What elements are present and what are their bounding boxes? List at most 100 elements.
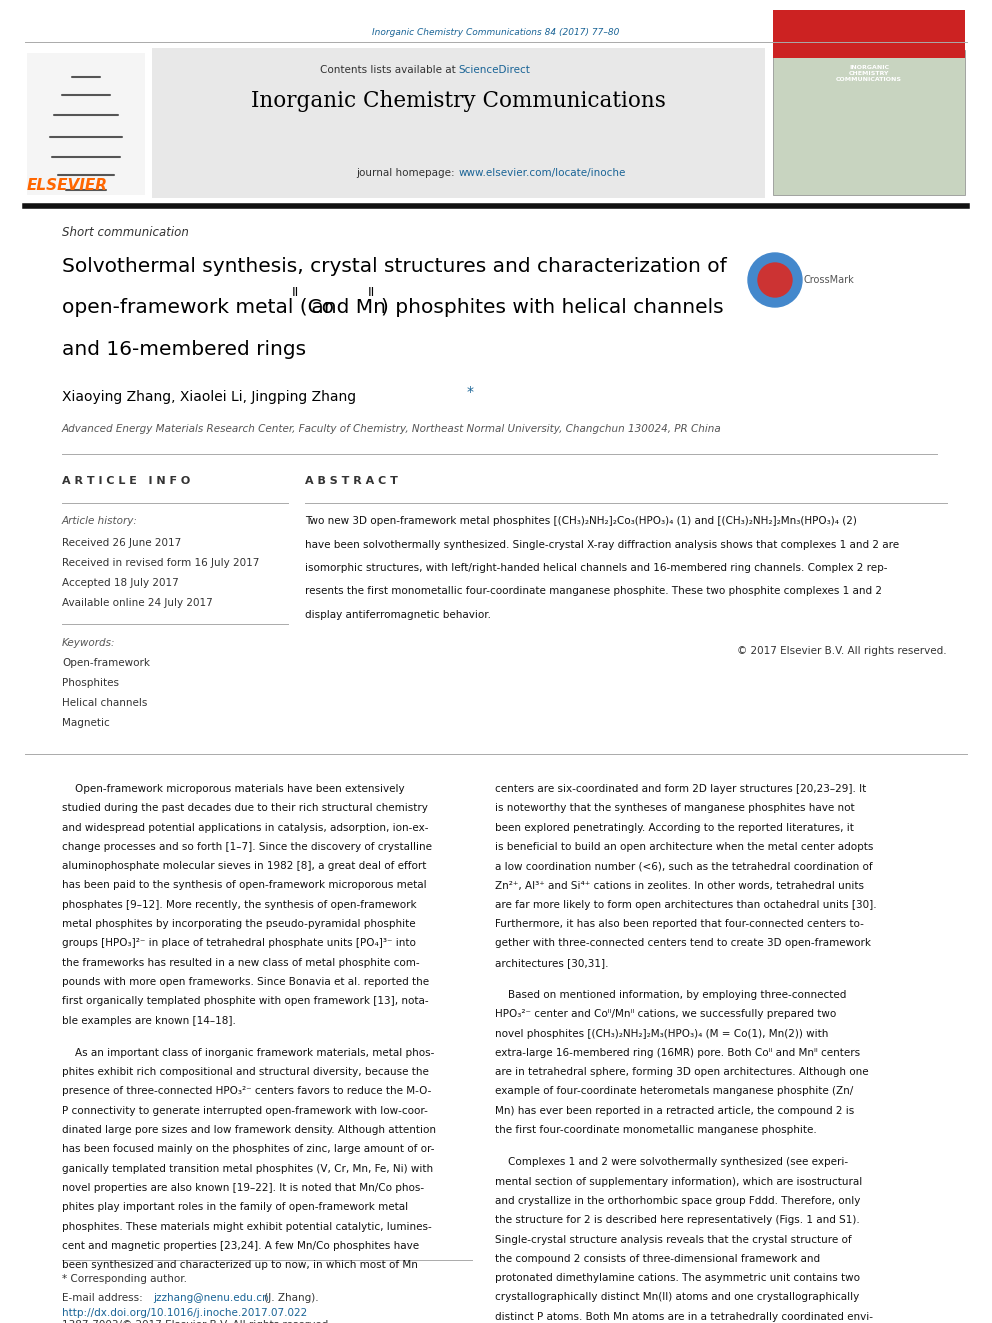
Text: As an important class of inorganic framework materials, metal phos-: As an important class of inorganic frame… [62,1048,434,1058]
Text: (J. Zhang).: (J. Zhang). [261,1293,318,1303]
Text: Short communication: Short communication [62,226,188,239]
Text: extra-large 16-membered ring (16MR) pore. Both Coᴵᴵ and Mnᴵᴵ centers: extra-large 16-membered ring (16MR) pore… [495,1048,860,1058]
Text: A B S T R A C T: A B S T R A C T [305,476,398,486]
Text: first organically templated phosphite with open framework [13], nota-: first organically templated phosphite wi… [62,996,429,1007]
Text: Received 26 June 2017: Received 26 June 2017 [62,538,182,548]
Text: ganically templated transition metal phosphites (V, Cr, Mn, Fe, Ni) with: ganically templated transition metal pho… [62,1164,434,1174]
Text: a low coordination number (<6), such as the tetrahedral coordination of: a low coordination number (<6), such as … [495,861,873,872]
Text: gether with three-connected centers tend to create 3D open-framework: gether with three-connected centers tend… [495,938,871,949]
Text: and Mn: and Mn [305,298,386,318]
Text: phites play important roles in the family of open-framework metal: phites play important roles in the famil… [62,1203,408,1212]
Text: presence of three-connected HPO₃²⁻ centers favors to reduce the M-O-: presence of three-connected HPO₃²⁻ cente… [62,1086,432,1097]
Text: Phosphites: Phosphites [62,677,119,688]
Bar [27,53,145,194]
Text: Keywords:: Keywords: [62,638,115,648]
Text: and 16-membered rings: and 16-membered rings [62,340,307,359]
Text: Available online 24 July 2017: Available online 24 July 2017 [62,598,212,609]
Text: novel phosphites [(CH₃)₂NH₂]₂M₃(HPO₃)₄ (M = Co(1), Mn(2)) with: novel phosphites [(CH₃)₂NH₂]₂M₃(HPO₃)₄ (… [495,1028,828,1039]
Text: © 2017 Elsevier B.V. All rights reserved.: © 2017 Elsevier B.V. All rights reserved… [737,646,947,656]
Text: and widespread potential applications in catalysis, adsorption, ion-ex-: and widespread potential applications in… [62,823,429,832]
Text: distinct P atoms. Both Mn atoms are in a tetrahedrally coordinated envi-: distinct P atoms. Both Mn atoms are in a… [495,1312,873,1322]
Text: * Corresponding author.: * Corresponding author. [62,1274,187,1285]
Text: E-mail address:: E-mail address: [62,1293,146,1303]
Text: Based on mentioned information, by employing three-connected: Based on mentioned information, by emplo… [495,990,846,1000]
Text: Inorganic Chemistry Communications: Inorganic Chemistry Communications [251,90,666,112]
Text: Contents lists available at: Contents lists available at [319,65,458,75]
Text: Zn²⁺, Al³⁺ and Si⁴⁺ cations in zeolites. In other words, tetrahedral units: Zn²⁺, Al³⁺ and Si⁴⁺ cations in zeolites.… [495,881,864,890]
Text: dinated large pore sizes and low framework density. Although attention: dinated large pore sizes and low framewo… [62,1125,436,1135]
Text: has been focused mainly on the phosphites of zinc, large amount of or-: has been focused mainly on the phosphite… [62,1144,434,1155]
Text: P connectivity to generate interrupted open-framework with low-coor-: P connectivity to generate interrupted o… [62,1106,428,1115]
Text: groups [HPO₃]²⁻ in place of tetrahedral phosphate units [PO₄]³⁻ into: groups [HPO₃]²⁻ in place of tetrahedral … [62,938,416,949]
Text: A R T I C L E   I N F O: A R T I C L E I N F O [62,476,190,486]
Text: the first four-coordinate monometallic manganese phosphite.: the first four-coordinate monometallic m… [495,1125,816,1135]
Text: ) phosphites with helical channels: ) phosphites with helical channels [381,298,723,318]
Text: is noteworthy that the syntheses of manganese phosphites have not: is noteworthy that the syntheses of mang… [495,803,855,814]
Text: phites exhibit rich compositional and structural diversity, because the: phites exhibit rich compositional and st… [62,1068,429,1077]
Text: are far more likely to form open architectures than octahedral units [30].: are far more likely to form open archite… [495,900,877,910]
Text: HPO₃²⁻ center and Coᴵᴵ/Mnᴵᴵ cations, we successfully prepared two: HPO₃²⁻ center and Coᴵᴵ/Mnᴵᴵ cations, we … [495,1009,836,1019]
Text: Solvothermal synthesis, crystal structures and characterization of: Solvothermal synthesis, crystal structur… [62,257,727,277]
Text: centers are six-coordinated and form 2D layer structures [20,23–29]. It: centers are six-coordinated and form 2D … [495,785,866,794]
Text: change processes and so forth [1–7]. Since the discovery of crystalline: change processes and so forth [1–7]. Sin… [62,841,432,852]
Text: Magnetic: Magnetic [62,718,110,728]
Text: Two new 3D open-framework metal phosphites [(CH₃)₂NH₂]₂Co₃(HPO₃)₄ (1) and [(CH₃): Two new 3D open-framework metal phosphit… [305,516,857,527]
Bar [773,50,965,194]
Text: the structure for 2 is described here representatively (Figs. 1 and S1).: the structure for 2 is described here re… [495,1216,860,1225]
Text: has been paid to the synthesis of open-framework microporous metal: has been paid to the synthesis of open-f… [62,881,427,890]
Text: II: II [368,286,375,299]
Text: and crystallize in the orthorhombic space group Fddd. Therefore, only: and crystallize in the orthorhombic spac… [495,1196,860,1207]
Text: Furthermore, it has also been reported that four-connected centers to-: Furthermore, it has also been reported t… [495,919,864,929]
Bar [773,11,965,58]
Text: phosphites. These materials might exhibit potential catalytic, lumines-: phosphites. These materials might exhibi… [62,1221,432,1232]
Text: open-framework metal (Co: open-framework metal (Co [62,298,334,318]
Text: are in tetrahedral sphere, forming 3D open architectures. Although one: are in tetrahedral sphere, forming 3D op… [495,1068,869,1077]
Text: www.elsevier.com/locate/inoche: www.elsevier.com/locate/inoche [458,168,626,179]
Text: crystallographically distinct Mn(II) atoms and one crystallographically: crystallographically distinct Mn(II) ato… [495,1293,859,1303]
Bar [152,48,765,198]
Text: CrossMark: CrossMark [804,275,855,284]
Text: Single-crystal structure analysis reveals that the crystal structure of: Single-crystal structure analysis reveal… [495,1234,851,1245]
Text: studied during the past decades due to their rich structural chemistry: studied during the past decades due to t… [62,803,428,814]
Text: been explored penetratingly. According to the reported literatures, it: been explored penetratingly. According t… [495,823,854,832]
Text: Helical channels: Helical channels [62,699,148,708]
Circle shape [758,263,792,296]
Text: the compound 2 consists of three-dimensional framework and: the compound 2 consists of three-dimensi… [495,1254,820,1263]
Text: INORGANIC
CHEMISTRY
COMMUNICATIONS: INORGANIC CHEMISTRY COMMUNICATIONS [836,65,902,82]
Text: isomorphic structures, with left/right-handed helical channels and 16-membered r: isomorphic structures, with left/right-h… [305,564,888,573]
Text: metal phosphites by incorporating the pseudo-pyramidal phosphite: metal phosphites by incorporating the ps… [62,919,416,929]
Text: have been solvothermally synthesized. Single-crystal X-ray diffraction analysis : have been solvothermally synthesized. Si… [305,540,899,549]
Text: aluminophosphate molecular sieves in 1982 [8], a great deal of effort: aluminophosphate molecular sieves in 198… [62,861,427,872]
Text: resents the first monometallic four-coordinate manganese phosphite. These two ph: resents the first monometallic four-coor… [305,586,882,597]
Text: jzzhang@nenu.edu.cn: jzzhang@nenu.edu.cn [153,1293,269,1303]
Text: novel properties are also known [19–22]. It is noted that Mn/Co phos-: novel properties are also known [19–22].… [62,1183,425,1193]
Text: been synthesized and characterized up to now, in which most of Mn: been synthesized and characterized up to… [62,1261,418,1270]
Text: architectures [30,31].: architectures [30,31]. [495,958,608,967]
Text: protonated dimethylamine cations. The asymmetric unit contains two: protonated dimethylamine cations. The as… [495,1273,860,1283]
Text: journal homepage:: journal homepage: [357,168,458,179]
Text: Mn) has ever been reported in a retracted article, the compound 2 is: Mn) has ever been reported in a retracte… [495,1106,854,1115]
Circle shape [748,253,802,307]
Text: display antiferromagnetic behavior.: display antiferromagnetic behavior. [305,610,491,620]
Text: is beneficial to build an open architecture when the metal center adopts: is beneficial to build an open architect… [495,841,873,852]
Text: Article history:: Article history: [62,516,138,527]
Text: *: * [467,385,474,400]
Text: Xiaoying Zhang, Xiaolei Li, Jingping Zhang: Xiaoying Zhang, Xiaolei Li, Jingping Zha… [62,390,356,404]
Text: Inorganic Chemistry Communications 84 (2017) 77–80: Inorganic Chemistry Communications 84 (2… [372,28,620,37]
Text: Open-framework microporous materials have been extensively: Open-framework microporous materials hav… [62,785,405,794]
Text: Advanced Energy Materials Research Center, Faculty of Chemistry, Northeast Norma: Advanced Energy Materials Research Cente… [62,423,722,434]
Text: II: II [292,286,300,299]
Text: cent and magnetic properties [23,24]. A few Mn/Co phosphites have: cent and magnetic properties [23,24]. A … [62,1241,420,1252]
Text: ScienceDirect: ScienceDirect [458,65,531,75]
Text: phosphates [9–12]. More recently, the synthesis of open-framework: phosphates [9–12]. More recently, the sy… [62,900,417,910]
Text: pounds with more open frameworks. Since Bonavia et al. reported the: pounds with more open frameworks. Since … [62,976,430,987]
Text: Accepted 18 July 2017: Accepted 18 July 2017 [62,578,179,587]
Text: Open-framework: Open-framework [62,658,150,668]
Text: mental section of supplementary information), which are isostructural: mental section of supplementary informat… [495,1176,862,1187]
Text: 1387-7003/© 2017 Elsevier B.V. All rights reserved.: 1387-7003/© 2017 Elsevier B.V. All right… [62,1320,331,1323]
Text: ble examples are known [14–18].: ble examples are known [14–18]. [62,1016,236,1025]
Text: ELSEVIER: ELSEVIER [27,179,108,193]
Text: Complexes 1 and 2 were solvothermally synthesized (see experi-: Complexes 1 and 2 were solvothermally sy… [495,1158,848,1167]
Text: the frameworks has resulted in a new class of metal phosphite com-: the frameworks has resulted in a new cla… [62,958,420,967]
Text: example of four-coordinate heterometals manganese phosphite (Zn/: example of four-coordinate heterometals … [495,1086,853,1097]
